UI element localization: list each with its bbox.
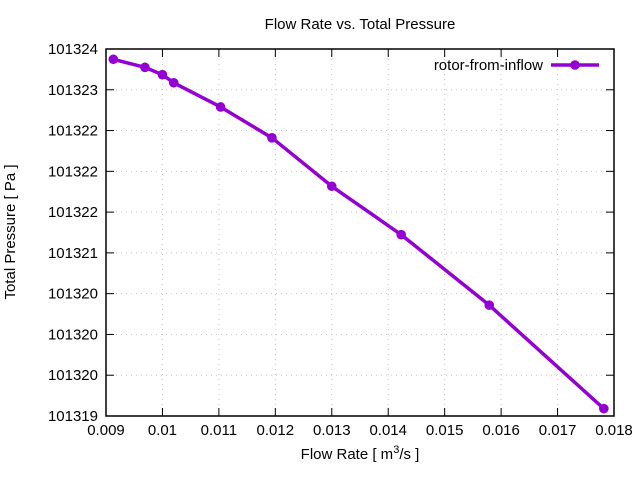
y-axis-label: Total Pressure [ Pa ] [2, 164, 19, 299]
data-point-marker [140, 62, 150, 73]
y-tick-label: 101323 [48, 82, 98, 99]
y-tick-labels: 101324 101323 101322 101322 101322 101321 1013… [48, 41, 98, 425]
chart-title: Flow Rate vs. Total Pressure [265, 16, 456, 33]
x-tick-label: 0.014 [369, 422, 407, 439]
data-series [108, 54, 609, 414]
x-axis-label-pre: Flow Rate [ m [301, 446, 394, 463]
x-axis-label-post: /s ] [399, 446, 419, 463]
data-point-marker [484, 300, 495, 310]
legend-marker-sample [570, 60, 580, 70]
data-point-marker [267, 133, 277, 143]
data-point-marker [599, 403, 609, 414]
legend: rotor-from-inflow [434, 57, 599, 74]
data-point-marker [168, 77, 179, 88]
y-tick-label: 101320 [48, 286, 98, 303]
x-tick-labels: 0.009 0.01 0.011 0.012 0.013 0.014 0.015 0.016 0… [87, 422, 633, 439]
data-point-marker [326, 181, 337, 192]
data-point-marker [108, 54, 119, 65]
y-tick-label: 101324 [48, 41, 98, 58]
x-axis-label-superscript: 3 [393, 444, 399, 456]
x-tick-label: 0.013 [313, 422, 351, 439]
data-point-marker [157, 69, 168, 80]
y-tick-label: 101320 [48, 367, 98, 384]
series-line-rotor-from-inflow [111, 57, 606, 411]
plot-border [105, 48, 615, 417]
x-tick-label: 0.012 [257, 422, 295, 439]
data-point-marker [396, 229, 407, 240]
x-tick-label: 0.018 [595, 422, 633, 439]
axis-ticks [105, 48, 615, 417]
y-tick-label: 101321 [48, 245, 98, 262]
y-tick-label: 101319 [48, 408, 98, 425]
legend-label: rotor-from-inflow [434, 57, 543, 74]
y-tick-label: 101322 [48, 204, 98, 221]
x-tick-label: 0.009 [87, 422, 125, 439]
x-tick-label: 0.011 [201, 422, 237, 439]
x-axis-label: Flow Rate [ m3/s ] [301, 444, 420, 463]
y-tick-label: 101320 [48, 326, 98, 343]
x-tick-label: 0.015 [426, 422, 464, 439]
y-tick-label: 101322 [48, 123, 98, 140]
gridlines [106, 49, 614, 416]
x-tick-label: 0.017 [539, 422, 577, 439]
x-tick-label: 0.016 [482, 422, 520, 439]
x-tick-label: 0.01 [148, 422, 177, 439]
data-point-marker [215, 102, 226, 112]
y-tick-label: 101322 [48, 163, 98, 180]
